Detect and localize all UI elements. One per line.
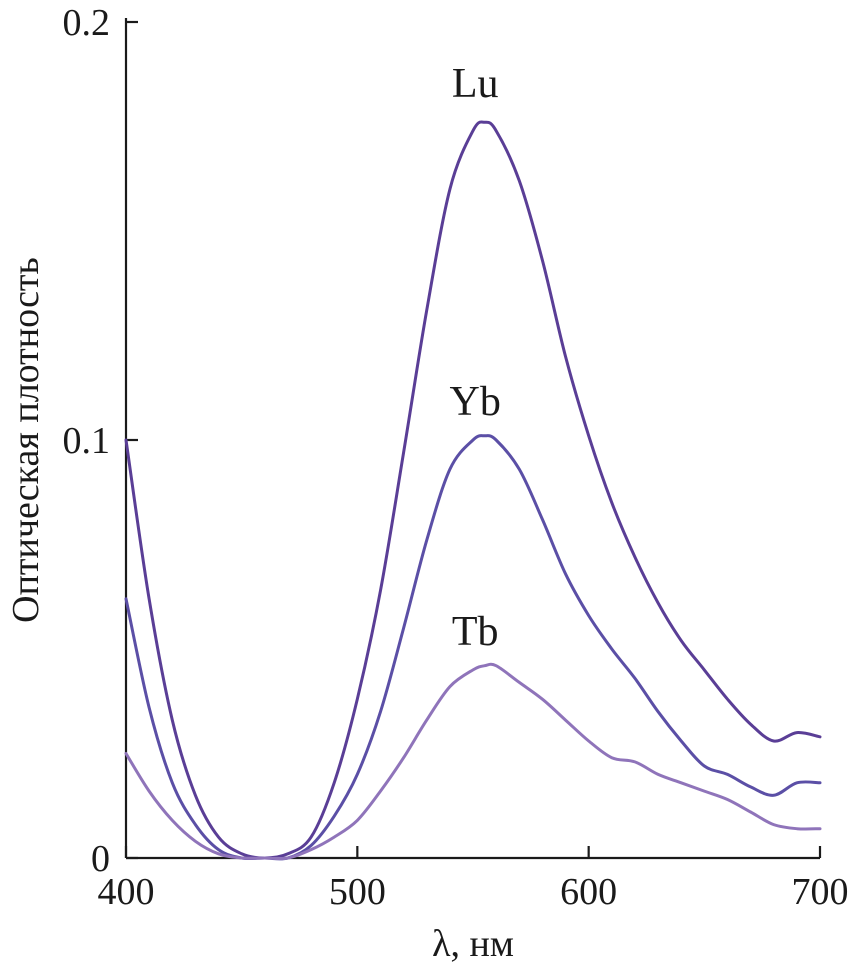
x-tick-label: 700 xyxy=(792,871,849,913)
series-labels: Lu Yb Tb xyxy=(450,61,501,655)
y-ticks: 0 0.1 0.2 xyxy=(63,2,138,880)
series-line-lu xyxy=(124,120,822,860)
y-axis-title: Оптическая плотность xyxy=(5,257,47,623)
series-label-tb: Tb xyxy=(452,609,499,655)
x-tick-label: 400 xyxy=(98,871,155,913)
series-label-lu: Lu xyxy=(452,61,499,107)
y-tick-label: 0.1 xyxy=(63,420,111,462)
y-tick-label: 0 xyxy=(91,838,110,880)
series-group xyxy=(124,120,822,861)
x-tick-label: 600 xyxy=(560,871,617,913)
plot-area: 400 500 600 700 0 0.1 0.2 Lu Yb Tb xyxy=(63,2,849,913)
x-axis-title: λ, нм xyxy=(432,923,514,965)
y-tick-label: 0.2 xyxy=(63,2,111,44)
x-ticks: 400 500 600 700 xyxy=(98,846,849,913)
x-tick-label: 500 xyxy=(329,871,386,913)
series-label-yb: Yb xyxy=(450,379,501,425)
series-line-tb xyxy=(124,662,822,861)
